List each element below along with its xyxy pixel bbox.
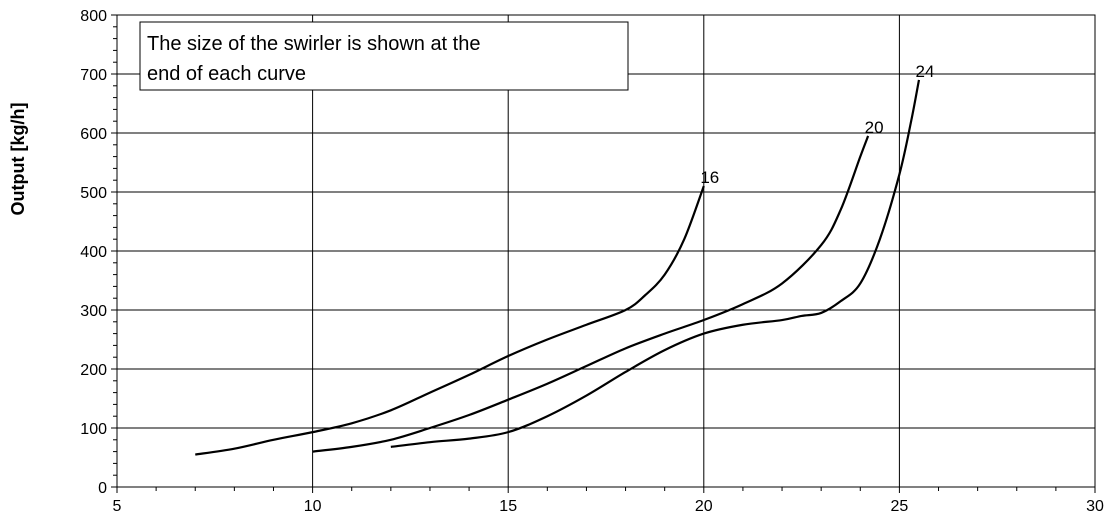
y-axis-label: Output [kg/h] [8, 103, 28, 216]
curve-label-20: 20 [865, 118, 884, 137]
annotation-line-2: end of each curve [147, 63, 306, 85]
y-tick-label: 400 [80, 244, 107, 261]
annotation-line-1: The size of the swirler is shown at the [147, 33, 480, 55]
x-tick-label: 25 [891, 498, 909, 515]
series-layer: 16 20 24 [195, 62, 934, 456]
y-tick-label: 700 [80, 67, 107, 84]
y-tick-label: 200 [80, 362, 107, 379]
curve-label-16: 16 [700, 168, 719, 187]
series-line-16 [195, 185, 705, 456]
y-tick-label: 100 [80, 421, 107, 438]
series-line-24 [390, 79, 921, 448]
y-tick-label: 500 [80, 185, 107, 202]
x-tick-label: 30 [1086, 498, 1104, 515]
x-tick-label: 15 [499, 498, 517, 515]
x-tick-label: 20 [695, 498, 713, 515]
curve-label-24: 24 [915, 62, 934, 81]
y-tick-label: 800 [80, 8, 107, 25]
series-line-20 [312, 135, 870, 453]
y-tick-label: 600 [80, 126, 107, 143]
y-tick-label: 300 [80, 303, 107, 320]
annotation-box: The size of the swirler is shown at the … [139, 21, 629, 91]
y-tick-label: 0 [98, 480, 107, 497]
annotation-rect [139, 21, 629, 91]
x-tick-label: 5 [113, 498, 122, 515]
x-tick-label: 10 [304, 498, 322, 515]
